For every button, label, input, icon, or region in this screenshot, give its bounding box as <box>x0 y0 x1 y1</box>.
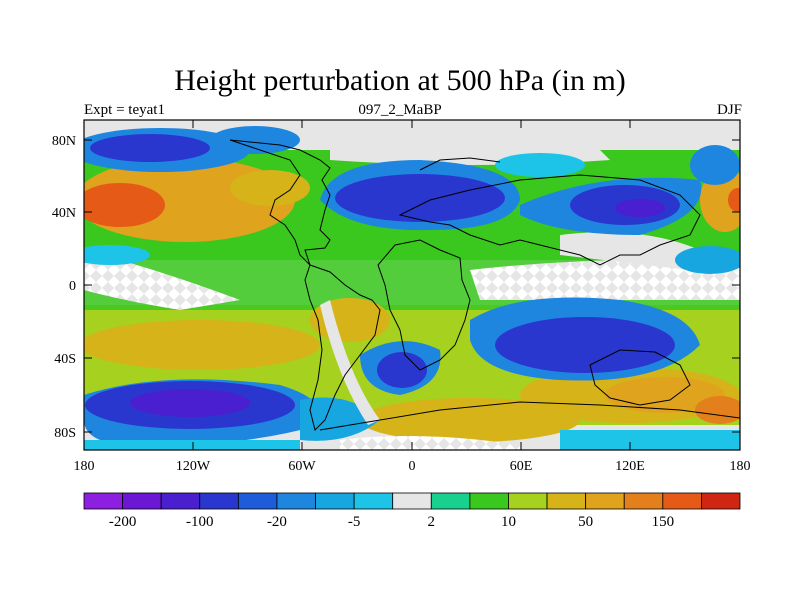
colorbar-label: -200 <box>109 514 137 530</box>
y-tick-label: 40S <box>54 352 76 367</box>
x-tick-label: 120E <box>615 459 645 474</box>
continent-outlines <box>229 139 740 431</box>
colorbar-swatch <box>276 492 316 510</box>
y-tick-label: 40N <box>52 206 76 221</box>
axis-tick-marks <box>83 120 741 450</box>
colorbar-swatch <box>469 492 509 510</box>
southern-high-anomaly <box>84 320 320 370</box>
colorbar-label: 10 <box>501 514 516 530</box>
colorbar-label: 2 <box>428 514 436 530</box>
x-tick-label: 180 <box>730 459 751 474</box>
colorbar-swatch <box>508 492 548 510</box>
y-tick-label: 80S <box>54 426 76 441</box>
colorbar-label: 50 <box>578 514 593 530</box>
colorbar-swatch <box>353 492 394 510</box>
colorbar-swatch <box>122 492 162 510</box>
x-tick-label: 60W <box>288 459 316 474</box>
colorbar-swatch <box>315 492 355 510</box>
season-label: DJF <box>716 102 742 118</box>
colorbar <box>83 492 741 510</box>
colorbar-swatch <box>585 492 625 510</box>
colorbar-swatch <box>199 492 239 510</box>
colorbar-swatch <box>623 492 664 510</box>
colorbar-labels: -200 -100 -20 -5 2 10 50 150 <box>109 514 674 530</box>
experiment-label: Expt = teyat1 <box>84 102 165 118</box>
x-tick-label: 60E <box>510 459 533 474</box>
x-tick-label: 180 <box>74 459 95 474</box>
colorbar-label: -20 <box>267 514 287 530</box>
colorbar-label: -5 <box>348 514 361 530</box>
y-tick-label: 0 <box>69 279 76 294</box>
colorbar-swatch <box>160 492 201 510</box>
period-label: 097_2_MaBP <box>358 102 442 118</box>
x-tick-label: 120W <box>176 459 211 474</box>
x-tick-label: 0 <box>409 459 416 474</box>
colorbar-swatch <box>392 492 432 510</box>
colorbar-swatch <box>83 492 123 510</box>
colorbar-swatch <box>546 492 587 510</box>
colorbar-swatch <box>701 492 741 510</box>
colorbar-swatch <box>237 492 278 510</box>
map-title: Height perturbation at 500 hPa (in m) <box>174 64 626 97</box>
colorbar-label: 150 <box>652 514 675 530</box>
colorbar-swatch <box>662 492 702 510</box>
y-tick-label: 80N <box>52 134 76 149</box>
colorbar-swatch <box>430 492 471 510</box>
colorbar-label: -100 <box>186 514 214 530</box>
height-field <box>84 120 740 450</box>
